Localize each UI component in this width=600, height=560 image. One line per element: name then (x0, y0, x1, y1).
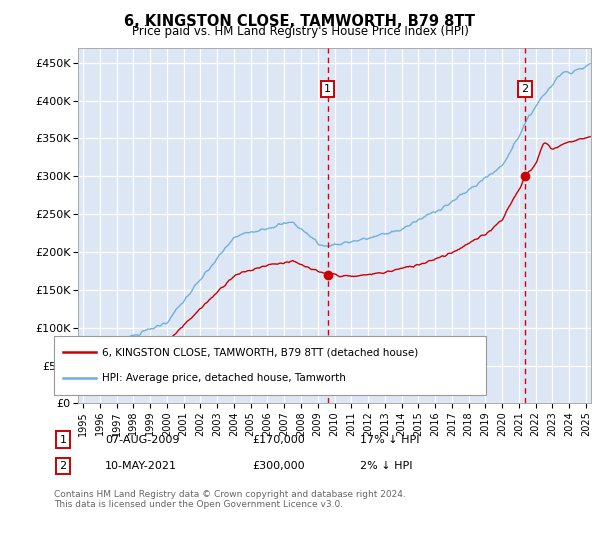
Text: 10-MAY-2021: 10-MAY-2021 (105, 461, 177, 471)
Text: 2: 2 (59, 461, 67, 471)
Text: 17% ↓ HPI: 17% ↓ HPI (360, 435, 419, 445)
Text: 2: 2 (521, 84, 529, 94)
Text: £300,000: £300,000 (252, 461, 305, 471)
Text: 6, KINGSTON CLOSE, TAMWORTH, B79 8TT: 6, KINGSTON CLOSE, TAMWORTH, B79 8TT (125, 14, 476, 29)
Text: HPI: Average price, detached house, Tamworth: HPI: Average price, detached house, Tamw… (102, 374, 346, 384)
Text: 07-AUG-2009: 07-AUG-2009 (105, 435, 179, 445)
Text: 1: 1 (324, 84, 331, 94)
Text: Contains HM Land Registry data © Crown copyright and database right 2024.
This d: Contains HM Land Registry data © Crown c… (54, 490, 406, 510)
Text: Price paid vs. HM Land Registry's House Price Index (HPI): Price paid vs. HM Land Registry's House … (131, 25, 469, 38)
Text: 1: 1 (59, 435, 67, 445)
Text: £170,000: £170,000 (252, 435, 305, 445)
Text: 6, KINGSTON CLOSE, TAMWORTH, B79 8TT (detached house): 6, KINGSTON CLOSE, TAMWORTH, B79 8TT (de… (102, 347, 418, 357)
Text: 2% ↓ HPI: 2% ↓ HPI (360, 461, 413, 471)
